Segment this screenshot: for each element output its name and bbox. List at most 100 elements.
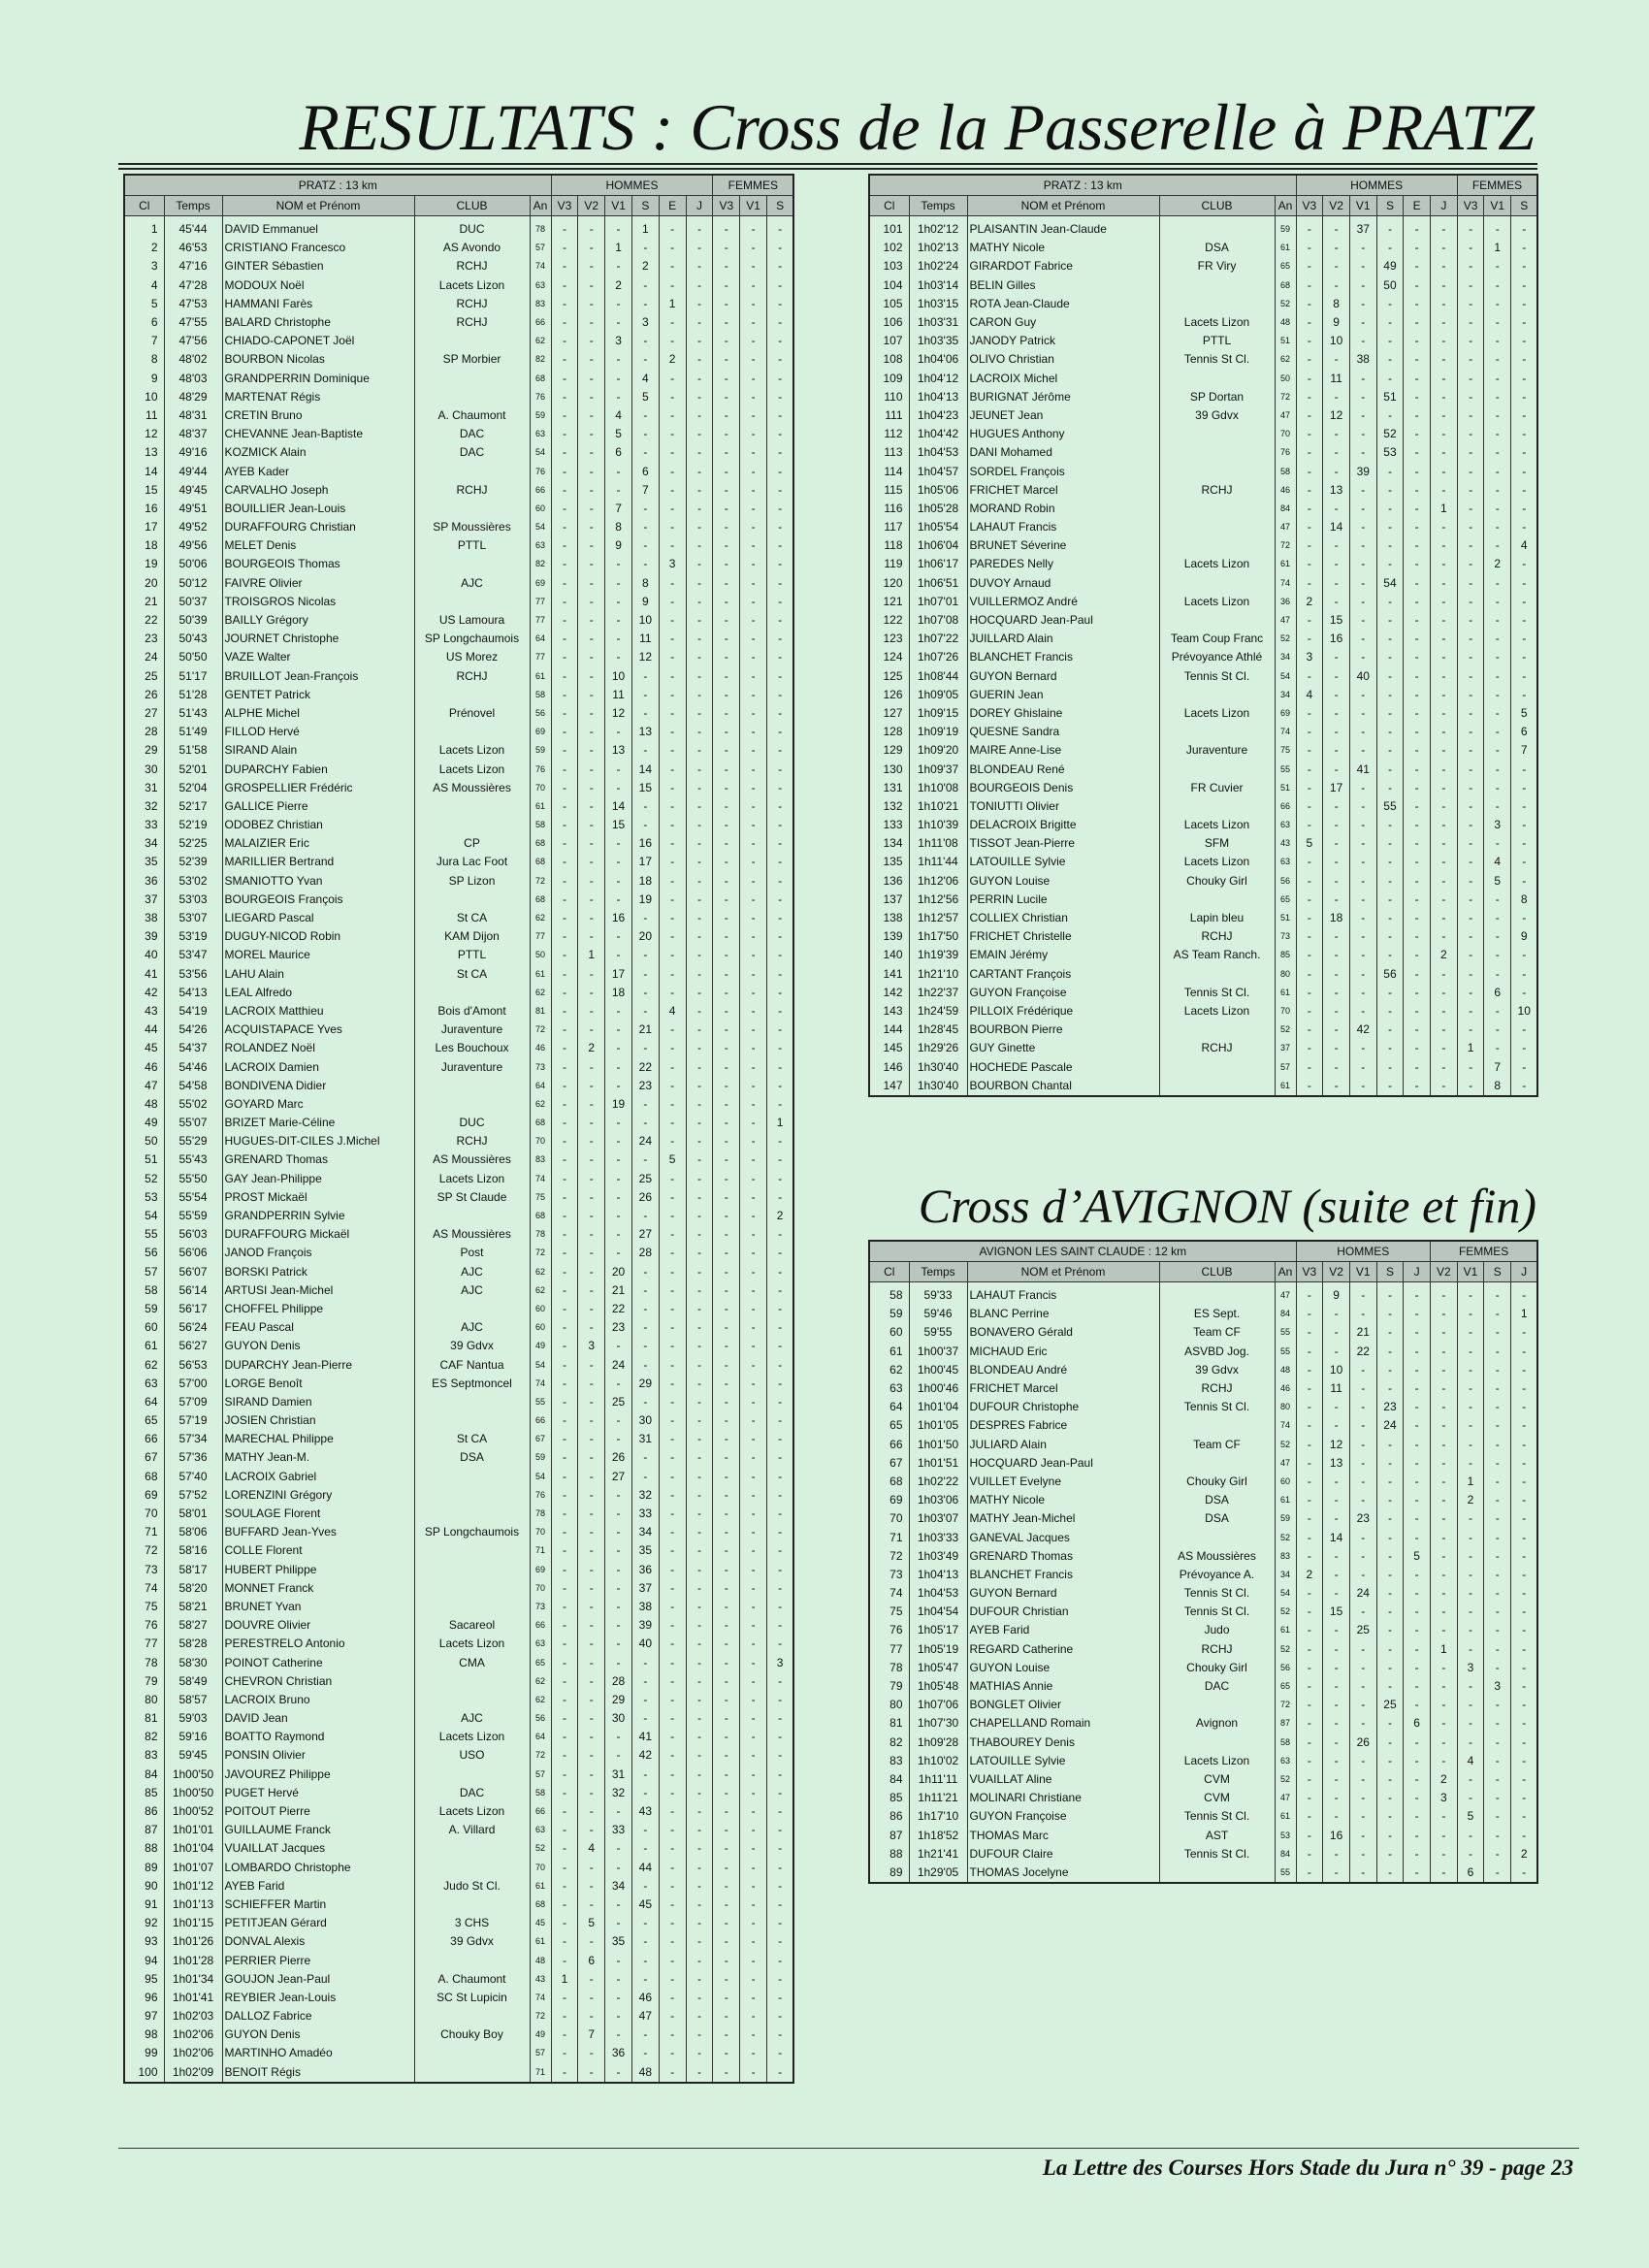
cell: 14 (604, 796, 632, 816)
cell: 1h10'08 (908, 778, 967, 797)
result-row: 123 1h07'22 JUILLARD Alain Team Coup Franc 5… (868, 630, 1538, 649)
cell: 2 (1510, 1844, 1538, 1863)
cell: - (1483, 1789, 1511, 1808)
cell: GUYON Françoise (966, 1807, 1159, 1827)
cell: 53 (1375, 443, 1404, 463)
cell: - (1510, 610, 1538, 631)
cell: - (1456, 1714, 1484, 1733)
cell: 1h24'59 (908, 1001, 967, 1021)
cell: - (739, 1635, 767, 1654)
cell: - (685, 2044, 713, 2063)
cell: Judo (1158, 1621, 1275, 1640)
cell: - (739, 1187, 767, 1207)
cell: - (1375, 890, 1404, 909)
cell: - (604, 215, 632, 240)
cell: MICHAUD Eric (966, 1342, 1159, 1361)
result-row: 127 1h09'15 DOREY Ghislaine Lacets Lizon 69-… (868, 703, 1538, 724)
cell: - (739, 462, 767, 481)
cell: - (550, 1076, 578, 1095)
cell: - (739, 1094, 767, 1114)
cell: - (712, 405, 740, 426)
cell: 3 (123, 257, 164, 276)
cell: 51 (1274, 908, 1297, 928)
cell: 50'43 (163, 630, 222, 649)
column-header: An (1274, 195, 1297, 216)
result-row: 83 59'45 PONSIN Olivier USO 72- - -42- - - - - (123, 1746, 794, 1766)
cell: - (1375, 1021, 1404, 1040)
cell: - (1429, 853, 1458, 872)
result-row: 134 1h11'08 TISSOT Jean-Pierre SFM 43 5- - - - - -… (868, 834, 1538, 854)
cell: - (1429, 816, 1458, 835)
cell: - (685, 1225, 713, 1245)
cell: 20 (630, 927, 660, 947)
cell: - (550, 1392, 578, 1411)
cell: - (550, 1821, 578, 1840)
cell: - (577, 1448, 605, 1468)
cell: - (1510, 1378, 1538, 1399)
cell: - (1403, 685, 1431, 704)
cell: - (1375, 592, 1404, 611)
cell: 1h12'06 (908, 871, 967, 891)
cell: 73 (1274, 927, 1297, 947)
cell: - (1456, 1360, 1484, 1379)
cell: 49'44 (163, 462, 222, 481)
cell: - (1483, 723, 1511, 742)
cell: - (550, 257, 578, 276)
cell (1158, 1281, 1275, 1306)
cell: - (1429, 1305, 1458, 1324)
cell: - (765, 1801, 794, 1822)
cell: 46 (1274, 1378, 1297, 1399)
cell: - (1510, 275, 1538, 295)
cell: - (765, 443, 794, 463)
cell: MORAND Robin (966, 499, 1159, 518)
cell: 34 (123, 834, 164, 854)
cell: - (765, 1783, 794, 1802)
cell: 1h04'53 (908, 1584, 967, 1604)
cell: - (658, 723, 687, 742)
cell: - (739, 2062, 767, 2083)
cell: - (685, 703, 713, 724)
cell (413, 816, 530, 835)
cell: 72 (868, 1546, 909, 1566)
cell: 65 (1274, 890, 1297, 909)
cell: - (1510, 1472, 1538, 1492)
cell: - (577, 1187, 605, 1207)
cell: 72 (529, 1021, 552, 1040)
cell: - (1456, 1584, 1484, 1604)
cell: 18 (630, 871, 660, 891)
cell: 2 (658, 350, 687, 370)
cell: AS Moussières (413, 1150, 530, 1170)
cell: - (1375, 312, 1404, 333)
cell: - (1456, 1001, 1484, 1021)
cell: 71 (868, 1528, 909, 1547)
header-row: AVIGNON LES SAINT CLAUDE : 12 km HOMMES FE… (868, 1240, 1538, 1262)
cell: - (712, 1765, 740, 1784)
cell: 1h11'11 (908, 1769, 967, 1790)
cell: 60 (1274, 1472, 1297, 1492)
cell: - (765, 1150, 794, 1170)
cell: 9 (1322, 312, 1350, 333)
cell: PTTL (413, 946, 530, 965)
cell: - (1456, 685, 1484, 704)
cell: DOREY Ghislaine (966, 703, 1159, 724)
cell: 55'29 (163, 1132, 222, 1151)
cell: KOZMICK Alain (221, 443, 414, 463)
cell: 77 (529, 592, 552, 611)
cell: 7 (1510, 741, 1538, 761)
cell: 77 (529, 610, 552, 631)
cell: 57 (529, 239, 552, 258)
cell: - (1429, 1696, 1458, 1715)
cell: 63 (1274, 1751, 1297, 1770)
cell: - (739, 871, 767, 891)
cell: - (577, 1746, 605, 1766)
cell: - (1322, 1696, 1350, 1715)
cell: - (1483, 350, 1511, 370)
cell: - (1456, 983, 1484, 1002)
cell: 11 (604, 685, 632, 704)
cell: - (1295, 573, 1323, 593)
cell: - (1375, 332, 1404, 351)
cell: 65 (1274, 1676, 1297, 1697)
cell: HAMMANI Farès (221, 294, 414, 313)
cell: 54'19 (163, 1001, 222, 1021)
cell: - (577, 239, 605, 258)
